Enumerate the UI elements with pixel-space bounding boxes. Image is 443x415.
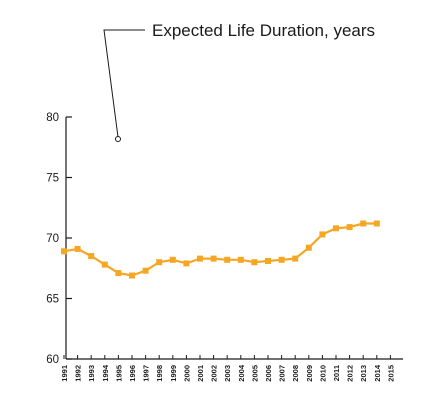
x-tick-label: 2001 bbox=[196, 365, 205, 382]
data-point bbox=[169, 256, 176, 263]
data-point bbox=[74, 245, 81, 252]
x-tick-label: 1994 bbox=[101, 364, 110, 382]
y-tick-label: 70 bbox=[46, 233, 59, 245]
x-tick-label: 2012 bbox=[346, 365, 355, 382]
title-callout: Expected Life Duration, years bbox=[103, 21, 375, 142]
data-point bbox=[373, 220, 380, 227]
data-point bbox=[101, 261, 108, 268]
data-point bbox=[237, 256, 244, 263]
chart-title: Expected Life Duration, years bbox=[152, 21, 375, 40]
data-point bbox=[88, 253, 95, 260]
title-callout-line bbox=[103, 29, 145, 138]
data-point bbox=[360, 220, 367, 227]
data-point bbox=[183, 260, 190, 267]
data-point bbox=[224, 256, 231, 263]
x-tick-label: 1993 bbox=[87, 365, 96, 382]
data-point bbox=[251, 259, 258, 266]
x-tick-label: 1991 bbox=[60, 365, 69, 382]
x-tick-label: 2007 bbox=[278, 365, 287, 382]
x-tick-label: 2005 bbox=[250, 365, 259, 382]
x-tick-label: 1997 bbox=[142, 365, 151, 382]
data-point bbox=[156, 259, 163, 266]
x-tick-label: 1995 bbox=[114, 365, 123, 382]
data-point bbox=[278, 256, 285, 263]
y-tick-label: 75 bbox=[46, 173, 59, 185]
series-line bbox=[63, 222, 377, 277]
data-point bbox=[292, 255, 299, 262]
x-tick-label: 2003 bbox=[223, 365, 232, 382]
data-point bbox=[210, 255, 217, 262]
x-tick-label: 1999 bbox=[169, 365, 178, 382]
x-tick-label: 2010 bbox=[318, 365, 327, 382]
data-point bbox=[333, 225, 339, 232]
title-callout-marker bbox=[115, 136, 121, 142]
x-tick-label: 1998 bbox=[155, 365, 164, 382]
x-tick-label: 2006 bbox=[264, 365, 273, 382]
data-point bbox=[319, 231, 326, 238]
data-point bbox=[346, 224, 353, 231]
data-point bbox=[61, 248, 67, 255]
x-tick-label: 2004 bbox=[237, 364, 246, 382]
x-tick-label: 2000 bbox=[182, 365, 191, 382]
x-tick-label: 2008 bbox=[291, 365, 300, 382]
x-tick-label: 1996 bbox=[128, 365, 137, 382]
y-tick-label: 65 bbox=[46, 294, 59, 306]
x-tick-label: 2014 bbox=[373, 364, 382, 382]
y-tick-label: 80 bbox=[46, 112, 59, 124]
data-point bbox=[129, 272, 135, 279]
data-point bbox=[305, 244, 312, 251]
data-point bbox=[142, 267, 149, 274]
x-tick-label: 2011 bbox=[332, 365, 341, 381]
axes: 60 65 70 75 80 1991 1992 1993 1994 1995 1996 1997 19… bbox=[46, 112, 403, 382]
series-layer bbox=[61, 220, 380, 279]
x-tick-label: 2015 bbox=[386, 365, 395, 382]
x-tick-label: 2013 bbox=[359, 365, 368, 382]
x-tick-label: 2002 bbox=[210, 365, 219, 382]
data-point bbox=[265, 258, 271, 264]
x-tick-label: 2009 bbox=[305, 365, 314, 382]
data-point bbox=[197, 255, 203, 262]
y-tick-label: 60 bbox=[46, 354, 59, 366]
x-tick-label: 1992 bbox=[74, 365, 83, 382]
data-point bbox=[115, 270, 122, 277]
